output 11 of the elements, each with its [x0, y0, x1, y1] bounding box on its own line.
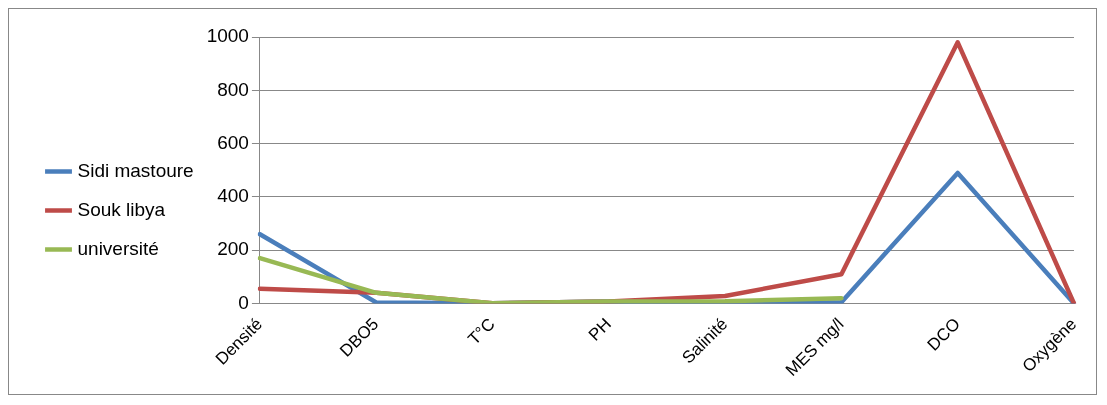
y-tick-label: 400 — [217, 185, 249, 207]
y-tick-label: 1000 — [206, 25, 249, 47]
legend-label: université — [77, 237, 159, 259]
y-tick-label: 800 — [217, 78, 249, 100]
y-tick-label: 200 — [217, 238, 249, 260]
x-tick-label: T°C — [464, 314, 499, 349]
y-tick-label: 0 — [238, 291, 249, 313]
legend-label: Sidi mastoure — [77, 159, 194, 181]
legend-label: Souk libya — [77, 198, 166, 220]
y-tick-label: 600 — [217, 131, 249, 153]
x-tick-label: PH — [584, 314, 615, 345]
